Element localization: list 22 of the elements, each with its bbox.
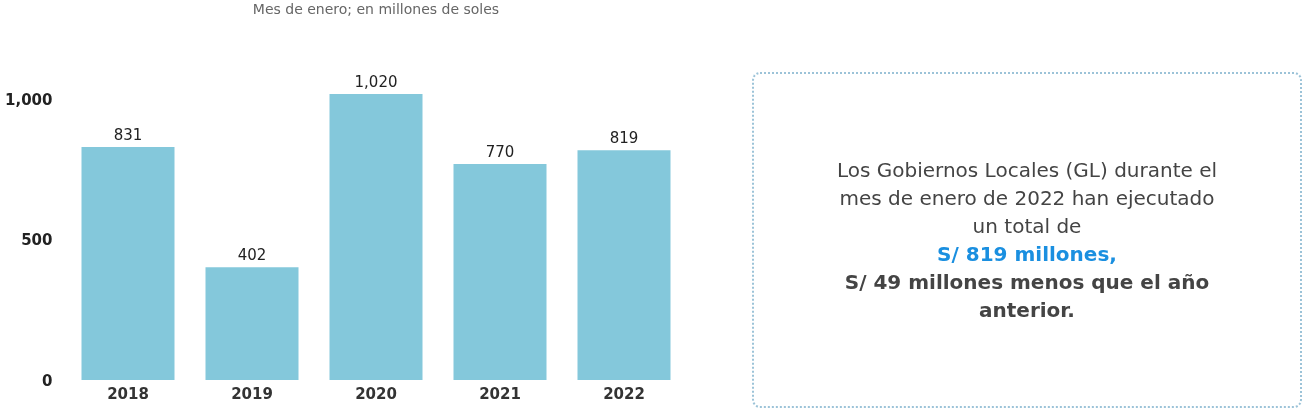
x-tick-label: 2020 <box>355 384 397 403</box>
bar <box>205 267 299 380</box>
data-label: 402 <box>237 246 267 265</box>
x-tick-label: 2022 <box>603 384 645 403</box>
data-label: 1,020 <box>354 73 398 91</box>
x-tick-label: 2018 <box>107 384 149 403</box>
y-tick-label: 500 <box>21 231 53 250</box>
text: Los Gobiernos Locales (GL) durante el mes de enero de 2022 han ejecutado un total de <box>835 157 1219 240</box>
x-tick-label: 2019 <box>231 384 273 403</box>
bar <box>453 164 547 380</box>
data-label: 770 <box>485 143 515 162</box>
x-tick-label: 2021 <box>479 384 521 403</box>
y-tick-label: 0 <box>42 371 53 390</box>
y-tick-label: 1,000 <box>5 91 53 110</box>
chart-subtitle: Mes de enero; en millones de soles <box>252 1 500 17</box>
data-label: 831 <box>113 125 143 144</box>
bar <box>577 150 671 380</box>
text: S/ 49 millones menos que el año anterior. <box>843 269 1211 324</box>
text: S/ 819 millones, <box>937 241 1117 268</box>
bar <box>81 146 175 380</box>
bar <box>329 94 423 380</box>
data-label: 819 <box>609 129 639 148</box>
